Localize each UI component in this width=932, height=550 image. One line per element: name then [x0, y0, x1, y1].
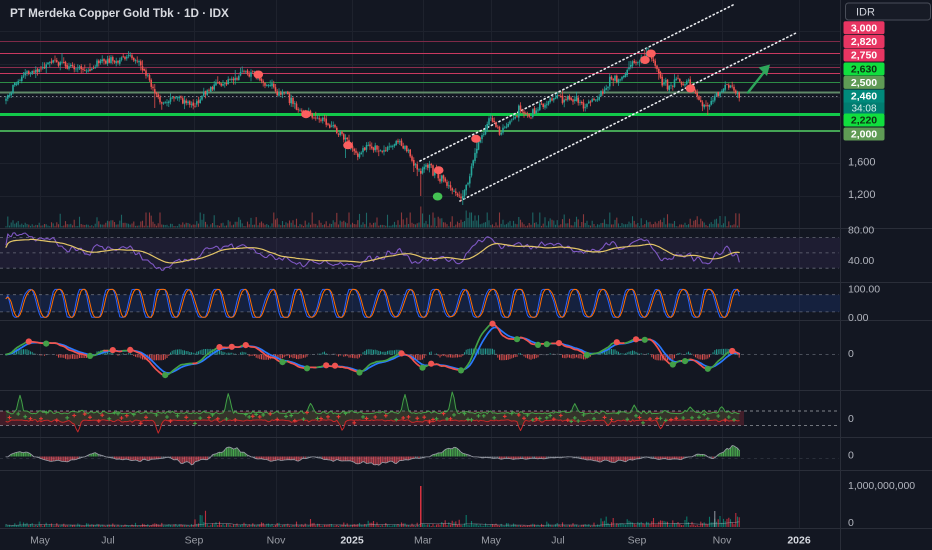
svg-text:0: 0 [848, 413, 854, 425]
svg-text:2025: 2025 [340, 535, 364, 547]
svg-text:PT Merdeka Copper Gold Tbk · 1: PT Merdeka Copper Gold Tbk · 1D · IDX [10, 7, 229, 20]
svg-text:May: May [30, 535, 51, 547]
svg-text:0: 0 [848, 348, 854, 360]
svg-text:3,000: 3,000 [851, 22, 877, 34]
svg-text:Mar: Mar [414, 535, 433, 547]
svg-text:2,000: 2,000 [851, 129, 877, 141]
svg-text:Jul: Jul [551, 535, 564, 547]
svg-text:2,750: 2,750 [851, 50, 877, 62]
svg-text:2,630: 2,630 [851, 64, 877, 76]
svg-text:May: May [481, 535, 502, 547]
svg-text:2,820: 2,820 [851, 36, 877, 48]
svg-text:2,460: 2,460 [851, 91, 877, 103]
svg-text:Sep: Sep [185, 535, 204, 547]
svg-text:Sep: Sep [628, 535, 647, 547]
svg-text:2026: 2026 [787, 535, 811, 547]
svg-text:2,500: 2,500 [851, 77, 877, 89]
svg-text:0.00: 0.00 [848, 312, 869, 324]
svg-text:1,600: 1,600 [848, 157, 876, 169]
svg-text:1,000,000,000: 1,000,000,000 [848, 480, 915, 492]
svg-text:Nov: Nov [267, 535, 286, 547]
svg-text:0: 0 [848, 450, 854, 462]
svg-text:IDR: IDR [856, 7, 875, 19]
svg-text:2,220: 2,220 [851, 115, 877, 127]
svg-text:40.00: 40.00 [848, 255, 874, 267]
svg-text:Jul: Jul [101, 535, 114, 547]
svg-text:100.00: 100.00 [848, 284, 880, 296]
svg-text:80.00: 80.00 [848, 225, 874, 237]
svg-text:34:08: 34:08 [851, 104, 876, 115]
svg-text:Nov: Nov [713, 535, 732, 547]
svg-text:1,200: 1,200 [848, 189, 876, 201]
svg-text:0: 0 [848, 517, 854, 529]
